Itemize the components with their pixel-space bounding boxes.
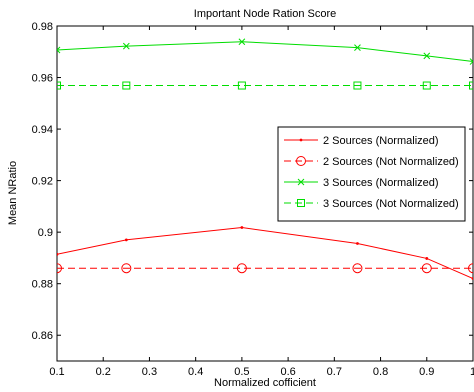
- data-point: [57, 263, 62, 274]
- data-point: [469, 81, 473, 90]
- data-point: [352, 263, 363, 274]
- data-point: [121, 263, 132, 274]
- series-1: [57, 263, 473, 274]
- data-point: [421, 263, 432, 274]
- data-point: [356, 242, 359, 245]
- data-point: [471, 277, 473, 280]
- series-3: [57, 81, 473, 90]
- series-line: [57, 41, 473, 63]
- data-point: [297, 178, 305, 186]
- legend-box: [277, 126, 466, 222]
- y-tick-label: 0.94: [32, 124, 53, 136]
- x-tick-label: 0.1: [49, 366, 64, 378]
- series-0: [57, 226, 473, 280]
- data-point: [124, 238, 128, 242]
- data-point: [236, 263, 247, 274]
- series-line: [57, 227, 473, 279]
- y-tick-label: 0.86: [32, 330, 53, 342]
- legend-item: 3 Sources (Not Normalized): [284, 198, 459, 210]
- y-tick-label: 0.92: [32, 176, 53, 188]
- legend-item: 2 Sources (Normalized): [284, 135, 439, 147]
- data-point: [57, 81, 61, 90]
- chart-title: Important Node Ration Score: [194, 8, 336, 20]
- data-point: [468, 263, 473, 274]
- y-tick-label: 0.9: [38, 227, 53, 239]
- data-point: [469, 58, 473, 65]
- x-tick-label: 0.9: [419, 366, 434, 378]
- data-point: [297, 199, 305, 207]
- y-axis-title: Mean NRatio: [7, 161, 19, 225]
- legend-item: 3 Sources (Normalized): [284, 177, 439, 189]
- x-tick-label: 0.7: [327, 366, 342, 378]
- legend-label: 3 Sources (Normalized): [323, 177, 439, 189]
- data-point: [353, 81, 362, 90]
- legend-item: 2 Sources (Not Normalized): [284, 156, 459, 168]
- data-point: [425, 257, 429, 260]
- series-2: [57, 38, 473, 65]
- x-tick-label: 0.4: [188, 366, 203, 378]
- y-tick-label: 0.98: [32, 21, 53, 33]
- legend-label: 2 Sources (Normalized): [323, 135, 439, 147]
- data-point: [422, 81, 431, 90]
- x-axis-title: Normalized cofficient: [214, 377, 316, 389]
- legend-label: 3 Sources (Not Normalized): [323, 198, 459, 210]
- data-point: [299, 138, 303, 142]
- data-point: [122, 81, 131, 90]
- x-tick-label: 0.6: [280, 366, 295, 378]
- data-point: [240, 226, 244, 229]
- x-tick-label: 0.5: [234, 366, 249, 378]
- legend-label: 2 Sources (Not Normalized): [323, 156, 459, 168]
- data-point: [57, 252, 59, 256]
- data-point: [354, 44, 361, 51]
- series-layer: [57, 38, 473, 280]
- y-tick-label: 0.88: [32, 279, 53, 291]
- data-point: [238, 38, 246, 46]
- axis-ticks: 0.1 0.2 0.3 0.4 0.5 0.6 0.7 0.8 0.9 1 0.86 0.88 0.9 0…: [32, 21, 474, 378]
- x-tick-label: 1: [470, 366, 474, 378]
- legend: 2 Sources (Normalized) 2 Sources (Not Nor…: [277, 126, 466, 222]
- data-point: [423, 52, 431, 60]
- x-tick-label: 0.8: [373, 366, 388, 378]
- y-tick-label: 0.96: [32, 73, 53, 85]
- x-tick-label: 0.2: [96, 366, 111, 378]
- x-tick-label: 0.3: [142, 366, 157, 378]
- data-point: [122, 42, 130, 50]
- data-point: [57, 46, 61, 54]
- data-point: [296, 156, 306, 166]
- data-point: [237, 81, 246, 90]
